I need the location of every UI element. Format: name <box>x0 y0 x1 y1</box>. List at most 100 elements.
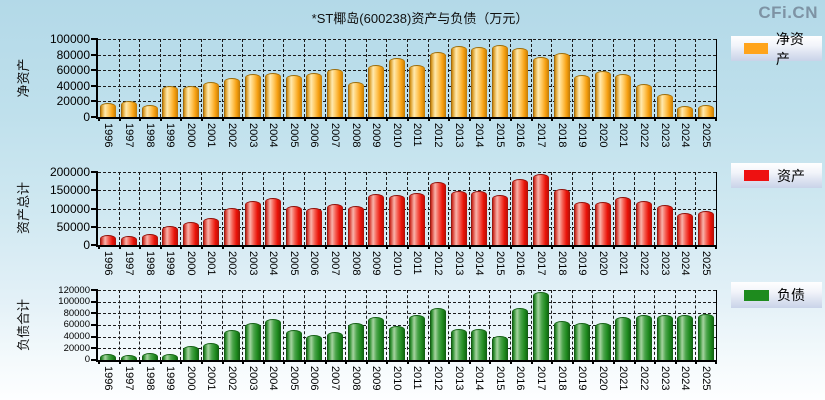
x-axis-tick <box>324 360 327 364</box>
x-year-label: 2005 <box>287 123 300 148</box>
vertical-gridline <box>201 39 202 117</box>
vertical-gridline <box>180 290 182 360</box>
x-axis-tick <box>674 117 677 121</box>
x-axis-tick <box>468 245 471 249</box>
bar-2018 <box>553 189 570 245</box>
x-axis-tick <box>510 117 512 121</box>
x-year-label: 1999 <box>164 251 177 276</box>
vertical-gridline <box>345 290 347 360</box>
y-axis-tick <box>91 84 98 87</box>
bar-2005 <box>285 330 302 360</box>
x-axis-tick <box>468 117 471 121</box>
bar-2024 <box>677 212 694 245</box>
x-axis-tick <box>118 245 121 249</box>
vertical-gridline <box>118 290 120 360</box>
vertical-gridline <box>324 290 326 360</box>
x-axis-tick <box>571 245 574 249</box>
x-year-label: 2004 <box>267 123 280 148</box>
bar-2020 <box>594 323 611 360</box>
vertical-gridline <box>695 172 697 245</box>
x-year-label: 1996 <box>102 123 115 148</box>
y-tick-label: 120000 <box>58 284 90 296</box>
x-year-label: 1997 <box>122 366 135 391</box>
x-year-label: 2008 <box>349 123 362 148</box>
vertical-gridline <box>365 290 367 360</box>
x-year-label: 2013 <box>452 251 465 276</box>
y-tick-label: 50000 <box>56 219 90 234</box>
bar-2004 <box>265 198 282 245</box>
bar-2000 <box>182 221 199 245</box>
x-axis-tick <box>118 117 121 121</box>
x-year-label: 2019 <box>576 123 589 148</box>
x-year-label: 2012 <box>431 366 444 391</box>
x-axis-tick <box>283 360 286 364</box>
x-year-label: 2015 <box>493 366 506 391</box>
legend-net-assets-label: 净资产 <box>775 30 804 67</box>
vertical-gridline <box>654 172 656 245</box>
x-axis-tick <box>407 245 409 249</box>
x-axis-tick <box>510 360 512 364</box>
x-axis-tick <box>489 117 492 121</box>
vertical-gridline <box>365 172 367 245</box>
bar-2022 <box>635 84 652 117</box>
bar-2000 <box>182 346 199 360</box>
bar-2006 <box>306 334 323 360</box>
y-axis-tick <box>91 335 98 338</box>
x-year-label: 2010 <box>390 123 403 148</box>
vertical-gridline <box>530 290 532 360</box>
x-axis-tick <box>221 117 224 121</box>
vertical-gridline <box>592 290 594 360</box>
vertical-gridline <box>510 172 511 245</box>
x-axis-tick <box>98 360 100 364</box>
x-year-label: 2013 <box>452 123 465 148</box>
legend-assets-label: 资产 <box>777 167 805 184</box>
vertical-gridline <box>530 172 532 245</box>
x-year-label: 2018 <box>555 251 568 276</box>
vertical-gridline <box>613 39 614 117</box>
vertical-gridline <box>386 290 388 360</box>
x-year-label: 2024 <box>679 251 692 276</box>
x-axis-tick <box>715 360 717 364</box>
vertical-gridline <box>304 290 305 360</box>
x-axis-tick <box>221 360 224 364</box>
x-axis-tick <box>98 245 100 249</box>
legend-liabilities: 负债 <box>731 282 822 308</box>
bar-2009 <box>368 65 385 117</box>
total-liabilities-plot: 0 20000 40000 60000 80000 100000 120000 1996 199… <box>58 285 717 390</box>
x-year-label: 2005 <box>287 251 300 276</box>
x-axis-tick <box>407 360 409 364</box>
bar-2019 <box>574 322 591 360</box>
x-year-label: 2012 <box>431 251 444 276</box>
vertical-gridline <box>242 172 244 245</box>
x-year-label: 1996 <box>102 251 115 276</box>
x-axis-tick <box>283 245 286 249</box>
bar-2025 <box>697 105 714 117</box>
x-axis-tick <box>551 245 554 249</box>
net-assets-color-swatch-icon <box>744 43 768 54</box>
vertical-gridline <box>283 290 285 360</box>
x-axis-tick <box>201 117 203 121</box>
x-year-label: 2014 <box>473 123 486 148</box>
legend-liabilities-label: 负债 <box>777 287 805 303</box>
vertical-gridline <box>159 290 161 360</box>
bar-2005 <box>285 74 302 117</box>
x-axis-tick <box>530 360 533 364</box>
x-year-label: 2007 <box>328 366 341 391</box>
x-year-label: 2008 <box>349 366 362 391</box>
x-axis-tick <box>345 245 348 249</box>
bar-2017 <box>532 291 549 360</box>
x-year-label: 2022 <box>637 366 650 391</box>
vertical-gridline <box>468 39 470 117</box>
bar-2001 <box>203 218 220 245</box>
vertical-gridline <box>448 172 450 245</box>
x-year-label: 2001 <box>205 123 218 148</box>
vertical-gridline <box>118 172 120 245</box>
x-year-label: 2008 <box>349 251 362 276</box>
x-year-label: 2006 <box>308 123 321 148</box>
x-axis-tick <box>324 245 327 249</box>
x-axis-tick <box>201 245 203 249</box>
x-year-label: 2004 <box>267 251 280 276</box>
bar-1997 <box>120 354 137 360</box>
x-axis-tick <box>551 360 554 364</box>
x-year-label: 2001 <box>205 251 218 276</box>
